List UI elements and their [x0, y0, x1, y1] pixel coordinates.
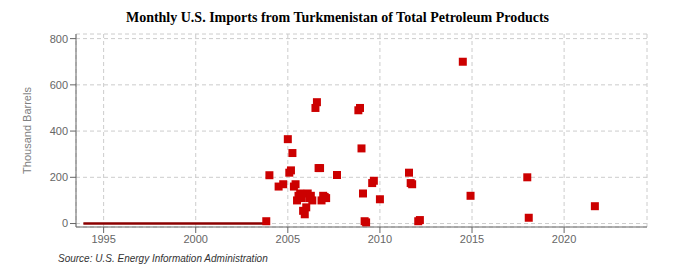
svg-text:2000: 2000: [183, 233, 207, 245]
svg-text:600: 600: [50, 79, 68, 91]
html-text:Monthly U.S. Imports from Turk: Monthly U.S. Imports from Turkmenistan o…: [125, 10, 550, 25]
svg-text:1995: 1995: [91, 233, 115, 245]
svg-text:Thousand Barrels: Thousand Barrels: [21, 87, 33, 174]
svg-text:200: 200: [50, 171, 68, 183]
svg-text:2015: 2015: [460, 233, 484, 245]
svg-text:0: 0: [62, 217, 68, 229]
svg-text:2010: 2010: [368, 233, 392, 245]
svg-text:800: 800: [50, 33, 68, 45]
svg-text:400: 400: [50, 125, 68, 137]
svg-text:2020: 2020: [552, 233, 576, 245]
svg-text:2005: 2005: [276, 233, 300, 245]
html-text:Source: U.S. Energy Informatio: Source: U.S. Energy Information Administ…: [58, 253, 268, 264]
